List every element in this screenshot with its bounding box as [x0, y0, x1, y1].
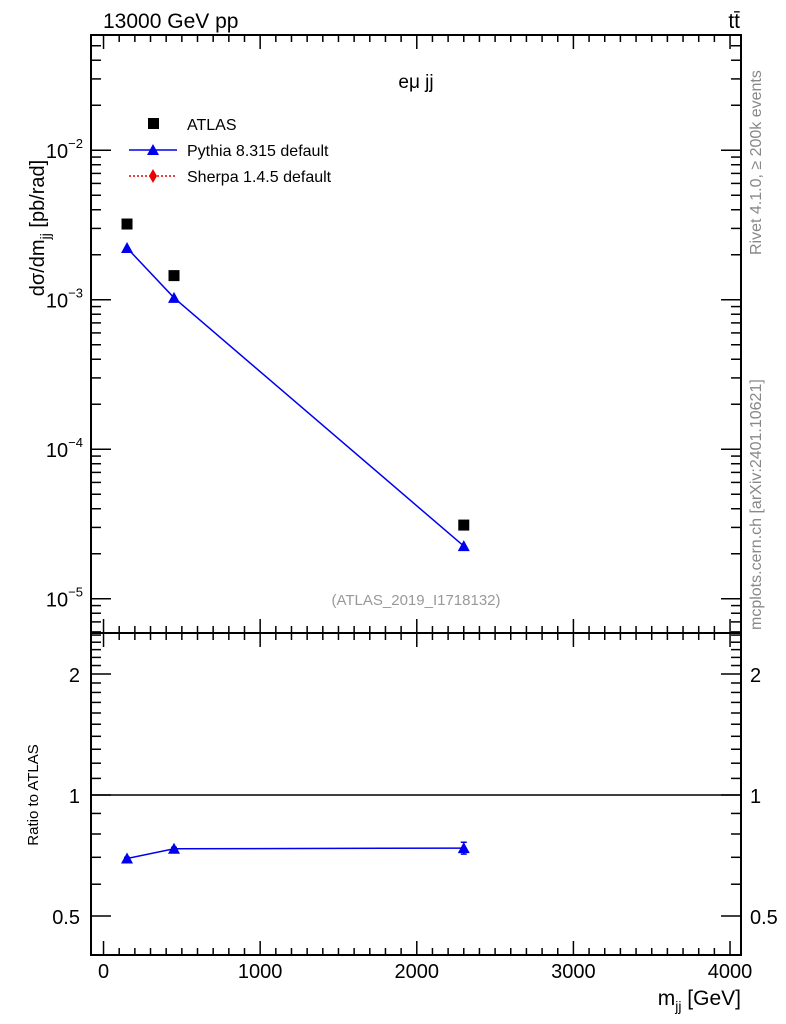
legend-label: ATLAS [187, 117, 237, 134]
legend-pythia-marker [147, 144, 159, 155]
x-axis-label: mjj [GeV] [658, 987, 741, 1014]
pythia-line [126, 247, 465, 547]
xlabel-main: m [658, 987, 676, 1010]
x-tick-label: 2000 [395, 961, 440, 983]
ratio-y-label: Ratio to ATLAS [25, 744, 42, 845]
tick-exponent: −3 [68, 286, 83, 301]
header-left: 13000 GeV pp [103, 10, 238, 33]
analysis-label: (ATLAS_2019_I1718132) [331, 592, 500, 609]
rivet-label: Rivet 4.1.0, ≥ 200k events [748, 70, 765, 255]
pythia-point [457, 540, 470, 552]
ratio-point [168, 842, 181, 854]
ylabel-sub: jj [37, 233, 53, 240]
y-tick-label: 10−4 [46, 435, 83, 462]
legend-label: Pythia 8.315 default [187, 143, 329, 160]
xlabel-unit: [GeV] [681, 987, 741, 1010]
tick-base: 10 [46, 590, 68, 612]
ratio-point [457, 842, 470, 854]
tick-base: 10 [46, 291, 68, 313]
svg-text:dσ/dmjj [pb/rad]: dσ/dmjj [pb/rad] [27, 160, 53, 296]
pythia-point [168, 291, 181, 303]
ratio-frame [90, 632, 742, 956]
xlabel-sub: jj [674, 998, 681, 1014]
tick-base: 10 [46, 440, 68, 462]
x-tick-label: 1000 [238, 961, 283, 983]
ratio-y-tick-label-left: 1 [69, 786, 80, 808]
legend: ATLAS Pythia 8.315 default Sherpa 1.4.5 de… [129, 117, 332, 186]
mcplots-label: mcplots.cern.ch [arXiv:2401.10621] [748, 379, 765, 630]
y-tick-label: 10−2 [46, 136, 83, 163]
header-right: tt̄ [728, 10, 740, 33]
atlas-point [121, 218, 133, 230]
ratio-y-tick-label-right: 1 [750, 786, 761, 808]
legend-atlas-marker [148, 118, 159, 129]
ratio-y-tick-label-right: 2 [750, 665, 761, 687]
ratio-panel: 0 1000 2000 3000 4000 0.5 0.5 1 1 2 2 [52, 632, 778, 983]
ratio-point [121, 852, 134, 864]
ylabel-main: dσ/dm [27, 239, 49, 296]
ratio-y-tick-label-left: 0.5 [52, 907, 80, 929]
atlas-point [458, 519, 470, 531]
ratio-y-tick-label-right: 0.5 [750, 907, 778, 929]
x-tick-label: 3000 [551, 961, 596, 983]
ratio-y-tick-label-left: 2 [69, 665, 80, 687]
ylabel-unit: [pb/rad] [27, 160, 49, 233]
legend-label: Sherpa 1.4.5 default [187, 169, 332, 186]
x-tick-label: 4000 [708, 961, 753, 983]
pythia-point [121, 241, 134, 253]
atlas-point [168, 270, 180, 282]
y-tick-label: 10−3 [46, 286, 83, 313]
tick-exponent: −5 [68, 585, 83, 600]
legend-sherpa-marker [149, 169, 157, 183]
x-tick-label: 0 [98, 961, 109, 983]
y-axis-label: dσ/dmjj [pb/rad] [27, 160, 53, 296]
y-tick-label: 10−5 [46, 585, 83, 612]
main-title: eμ jj [398, 72, 433, 93]
tick-exponent: −2 [68, 136, 83, 151]
tick-base: 10 [46, 141, 68, 163]
tick-exponent: −4 [68, 435, 83, 450]
